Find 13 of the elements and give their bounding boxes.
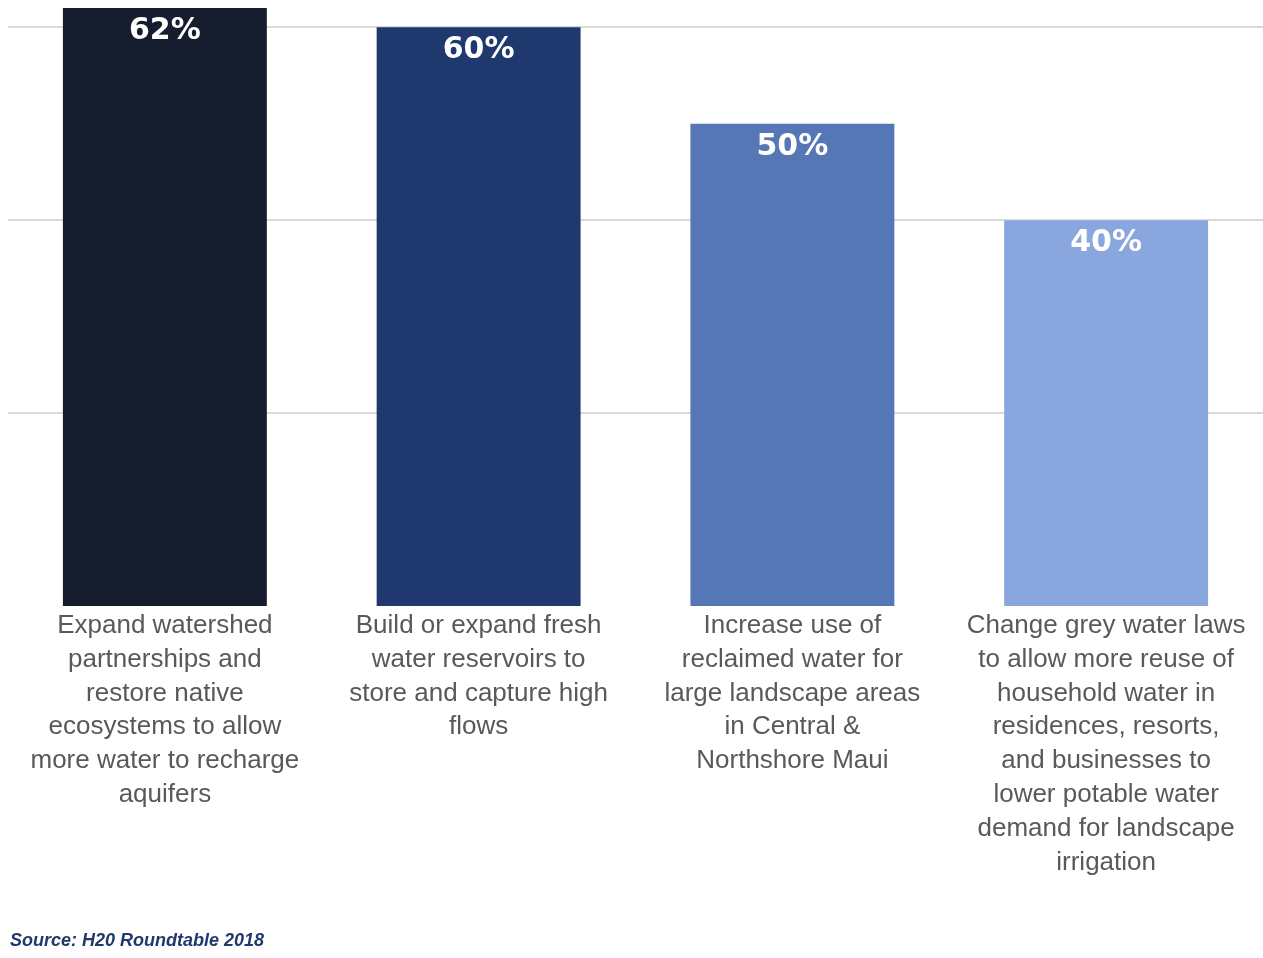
x-tick-label: Increase use of reclaimed water for large landscape areas in Central & Northshore Maui <box>664 609 921 775</box>
data-label: 50% <box>756 126 829 162</box>
bar <box>1004 220 1209 606</box>
x-tick-label: Expand watershed partnerships and restore native ecosystems to allow more water to recharge aquifers <box>30 609 300 808</box>
source-note: Source: H20 Roundtable 2018 <box>10 930 265 950</box>
bar <box>62 8 267 606</box>
data-label: 62% <box>128 11 201 46</box>
x-tick-label: Build or expand fresh water reservoirs to store and capture high flows <box>349 609 608 741</box>
bar <box>376 27 581 606</box>
data-label: 60% <box>442 30 515 66</box>
bar <box>690 123 895 606</box>
x-tick-label: Change grey water laws to allow more reuse of household water in residences, resorts, and businesses to lower potable water demand for landscape irrigation <box>966 609 1246 876</box>
data-label: 40% <box>1070 223 1143 259</box>
